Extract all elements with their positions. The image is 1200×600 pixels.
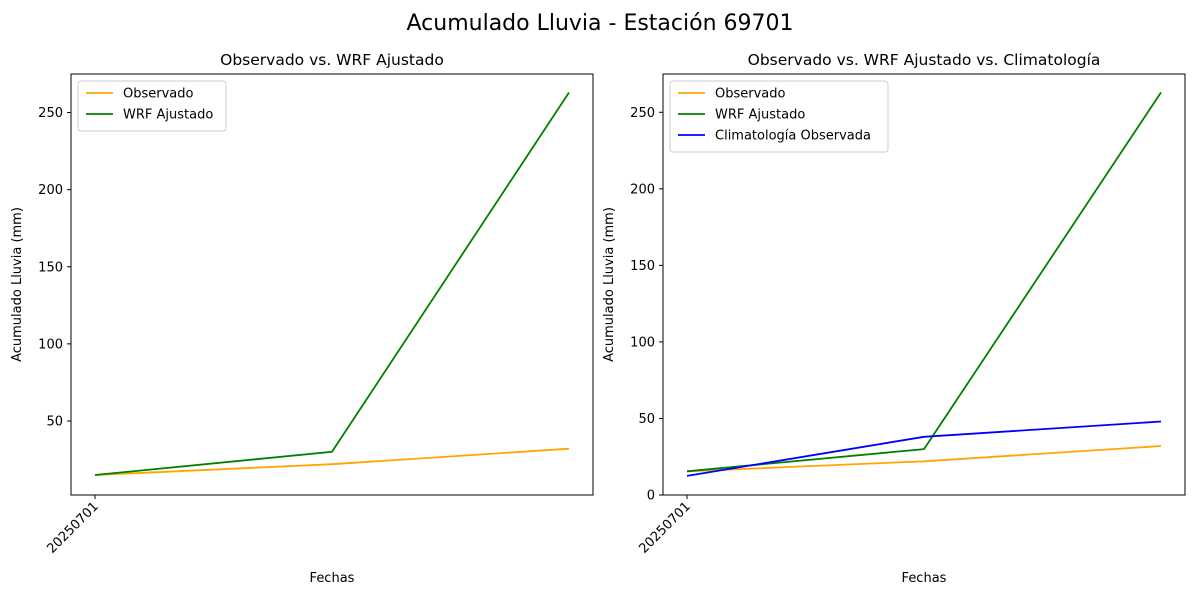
right-legend-label: Observado [715, 87, 786, 102]
left-y-tick-label: 250 [38, 106, 63, 121]
left-axes-frame [70, 73, 594, 496]
left-y-tick-label: 200 [38, 183, 63, 198]
right-axes-frame [662, 73, 1186, 496]
left-x-tick-label: 20250701 [44, 499, 101, 556]
right-legend-label: WRF Ajustado [715, 108, 805, 123]
left-y-tick-label: 150 [38, 260, 63, 275]
right-y-tick-label: 250 [630, 106, 655, 121]
left-legend-label: Observado [123, 87, 194, 102]
left-series-observado-line [94, 447, 570, 476]
left-series-wrf-ajustado-line [94, 92, 570, 476]
left-legend [77, 80, 227, 132]
right-legend [669, 80, 889, 153]
left-chart-title: Observado vs. WRF Ajustado [220, 51, 444, 69]
right-x-tick-label: 20250701 [636, 499, 693, 556]
left-legend-label: WRF Ajustado [123, 108, 213, 123]
right-y-tick-label: 150 [630, 259, 655, 274]
right-series-climatologia-observada-line [686, 420, 1162, 477]
right-y-tick-label: 200 [630, 182, 655, 197]
right-x-axis-label: Fechas [902, 571, 947, 586]
chart-panel-left: Observado vs. WRF Ajustado 50 100 150 200 250… [10, 51, 594, 586]
left-y-axis-label: Acumulado Lluvia (mm) [10, 207, 25, 362]
right-y-tick-label: 0 [647, 489, 655, 504]
right-chart-title: Observado vs. WRF Ajustado vs. Climatolo… [748, 51, 1101, 69]
right-series-wrf-ajustado-line [686, 91, 1162, 473]
right-legend-label: Climatología Observada [715, 129, 871, 144]
left-x-axis-label: Fechas [310, 571, 355, 586]
right-y-axis-label: Acumulado Lluvia (mm) [602, 207, 617, 362]
chart-panel-right: Observado vs. WRF Ajustado vs. Climatolo… [602, 51, 1186, 586]
left-y-tick-label: 100 [38, 337, 63, 352]
figure-title: Acumulado Lluvia - Estación 69701 [407, 11, 794, 36]
right-y-tick-label: 100 [630, 335, 655, 350]
left-y-tick-label: 50 [46, 414, 63, 429]
right-y-tick-label: 50 [638, 412, 655, 427]
right-series-observado-line [686, 445, 1162, 473]
